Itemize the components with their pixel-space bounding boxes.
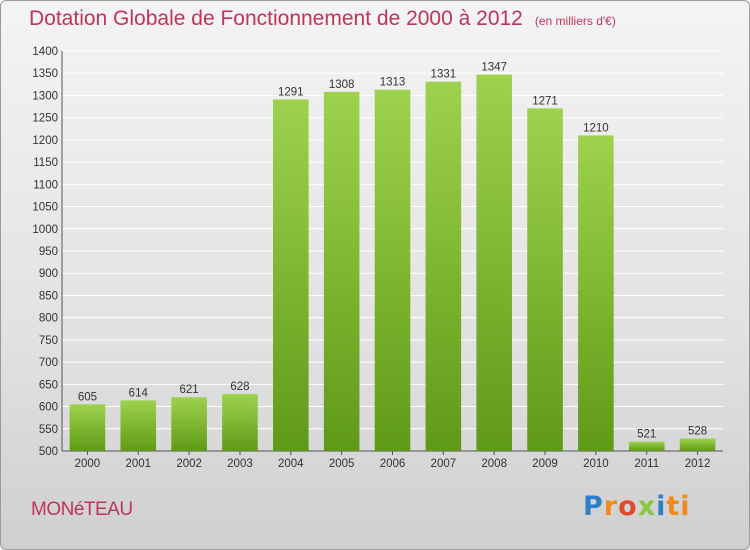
bar bbox=[273, 99, 309, 451]
data-label: 521 bbox=[637, 429, 656, 441]
data-label: 528 bbox=[688, 426, 707, 438]
proxiti-logo: Proxiti bbox=[583, 491, 691, 522]
y-tick-label: 800 bbox=[39, 313, 58, 325]
logo-letter: i bbox=[656, 491, 667, 522]
y-tick-label: 1350 bbox=[32, 68, 58, 80]
x-tick-label: 2004 bbox=[278, 458, 304, 470]
bar bbox=[578, 135, 614, 451]
x-tick-label: 2010 bbox=[583, 458, 609, 470]
x-tick-label: 2011 bbox=[634, 458, 659, 470]
bar bbox=[628, 441, 665, 451]
x-tick-label: 2005 bbox=[329, 458, 355, 470]
y-tick-label: 950 bbox=[39, 246, 58, 258]
y-tick-label: 1100 bbox=[33, 179, 58, 191]
y-tick-label: 750 bbox=[39, 335, 58, 347]
bar bbox=[69, 404, 106, 451]
data-label: 1347 bbox=[481, 62, 507, 74]
y-tick-label: 700 bbox=[39, 357, 58, 369]
y-tick-label: 900 bbox=[39, 268, 58, 280]
title-text: Dotation Globale de Fonctionnement de 20… bbox=[29, 7, 523, 30]
chart-title: Dotation Globale de Fonctionnement de 20… bbox=[29, 7, 616, 31]
commune-name: MONéTEAU bbox=[31, 499, 133, 520]
bar bbox=[171, 397, 207, 451]
data-label: 1308 bbox=[329, 79, 355, 91]
bar bbox=[323, 91, 360, 451]
data-label: 605 bbox=[78, 391, 97, 403]
bar bbox=[425, 81, 462, 452]
data-label: 614 bbox=[129, 387, 149, 399]
logo-letter: ti bbox=[666, 491, 691, 522]
bar bbox=[476, 74, 512, 452]
bar bbox=[527, 108, 563, 451]
data-label: 1313 bbox=[380, 77, 406, 89]
y-tick-label: 500 bbox=[39, 446, 58, 458]
logo-letter: r bbox=[603, 491, 619, 522]
data-label: 1331 bbox=[431, 69, 457, 81]
x-tick-label: 2008 bbox=[481, 458, 507, 470]
logo-letter: x bbox=[637, 491, 657, 522]
bar bbox=[374, 89, 411, 452]
data-label: 1271 bbox=[532, 95, 558, 107]
y-tick-label: 1300 bbox=[32, 90, 58, 102]
y-tick-label: 1000 bbox=[32, 224, 58, 236]
y-tick-label: 1400 bbox=[32, 46, 58, 58]
y-tick-label: 550 bbox=[39, 424, 58, 436]
x-tick-label: 2012 bbox=[685, 458, 711, 470]
data-label: 621 bbox=[180, 384, 199, 396]
logo-letter: P bbox=[583, 491, 604, 522]
x-tick-label: 2003 bbox=[227, 458, 253, 470]
x-tick-label: 2001 bbox=[125, 458, 151, 470]
data-label: 1210 bbox=[583, 122, 609, 134]
bar bbox=[679, 438, 716, 451]
bar bbox=[222, 394, 258, 451]
logo-letter: o bbox=[618, 491, 638, 522]
y-tick-label: 1150 bbox=[33, 157, 58, 169]
data-label: 1291 bbox=[278, 86, 304, 98]
x-tick-label: 2007 bbox=[431, 458, 457, 470]
unit-note: (en milliers d'€) bbox=[534, 14, 616, 28]
data-label: 628 bbox=[230, 381, 249, 393]
x-tick-label: 2002 bbox=[176, 458, 202, 470]
y-tick-label: 650 bbox=[39, 379, 58, 391]
y-tick-label: 850 bbox=[39, 290, 58, 302]
y-tick-label: 1200 bbox=[32, 135, 58, 147]
x-tick-label: 2009 bbox=[532, 458, 558, 470]
bar bbox=[120, 400, 157, 451]
y-tick-label: 600 bbox=[39, 402, 58, 414]
y-tick-label: 1250 bbox=[32, 113, 58, 125]
y-tick-label: 1050 bbox=[32, 202, 58, 214]
x-tick-label: 2006 bbox=[380, 458, 406, 470]
x-tick-label: 2000 bbox=[75, 458, 101, 470]
